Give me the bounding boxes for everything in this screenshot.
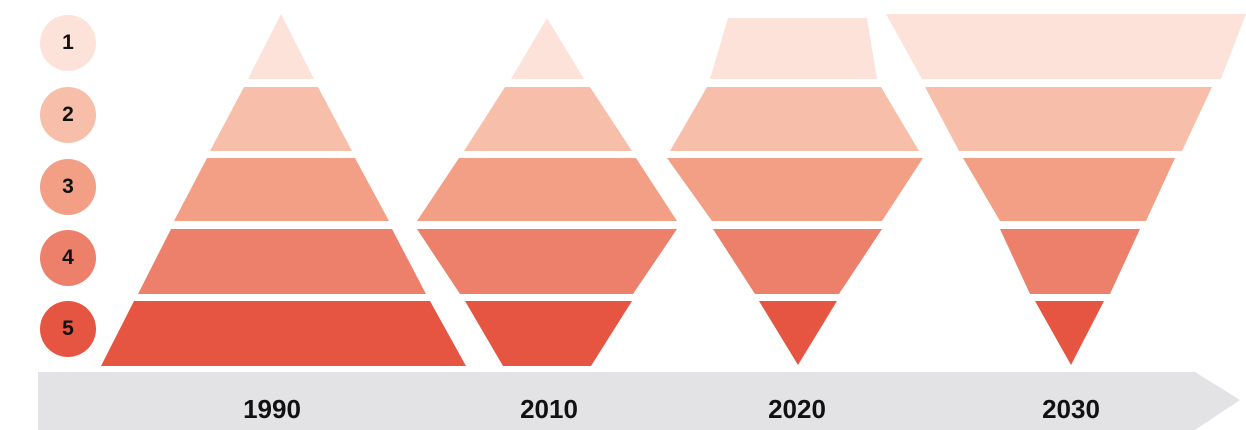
pyramid-2010-level-5 [465, 301, 632, 366]
pyramid-2030-level-5 [1035, 301, 1104, 365]
year-label-1990: 1990 [243, 394, 301, 424]
level-label-4: 4 [62, 246, 74, 269]
pyramid-2020-level-4 [713, 229, 882, 294]
pyramid-2010-level-1 [511, 18, 584, 79]
pyramid-2010-level-3 [417, 158, 677, 221]
pyramid-2030-level-4 [1000, 229, 1140, 294]
pyramid-2020-level-3 [667, 158, 923, 221]
level-label-3: 3 [62, 175, 74, 198]
timeline-arrow [38, 372, 1240, 430]
pyramid-2020-level-5 [759, 301, 837, 365]
level-badge-4: 4 [40, 230, 96, 286]
pyramid-2020-level-1 [710, 18, 877, 79]
year-label-2010: 2010 [520, 394, 578, 424]
level-label-2: 2 [62, 103, 74, 126]
level-label-1: 1 [62, 31, 74, 54]
year-label-2020: 2020 [768, 394, 826, 424]
pyramid-1990-level-1 [248, 14, 314, 79]
level-badge-1: 1 [40, 15, 96, 71]
pyramid-1990-level-4 [138, 229, 426, 294]
pyramid-2030-level-2 [925, 87, 1212, 151]
level-badge-3: 3 [40, 159, 96, 215]
pyramid-1990-level-5 [101, 301, 466, 366]
pyramid-2030-level-3 [963, 158, 1175, 221]
pyramid-2010-level-4 [417, 229, 677, 294]
pyramid-2020-level-2 [670, 87, 919, 151]
level-badge-5: 5 [40, 301, 96, 357]
year-label-2030: 2030 [1042, 394, 1100, 424]
pyramid-2010-level-2 [464, 87, 632, 151]
pyramid-1990-level-2 [210, 87, 352, 151]
pyramid-2030-level-1 [886, 14, 1246, 79]
pyramid-1990-level-3 [174, 158, 389, 221]
level-label-5: 5 [62, 317, 74, 340]
level-badge-2: 2 [40, 87, 96, 143]
